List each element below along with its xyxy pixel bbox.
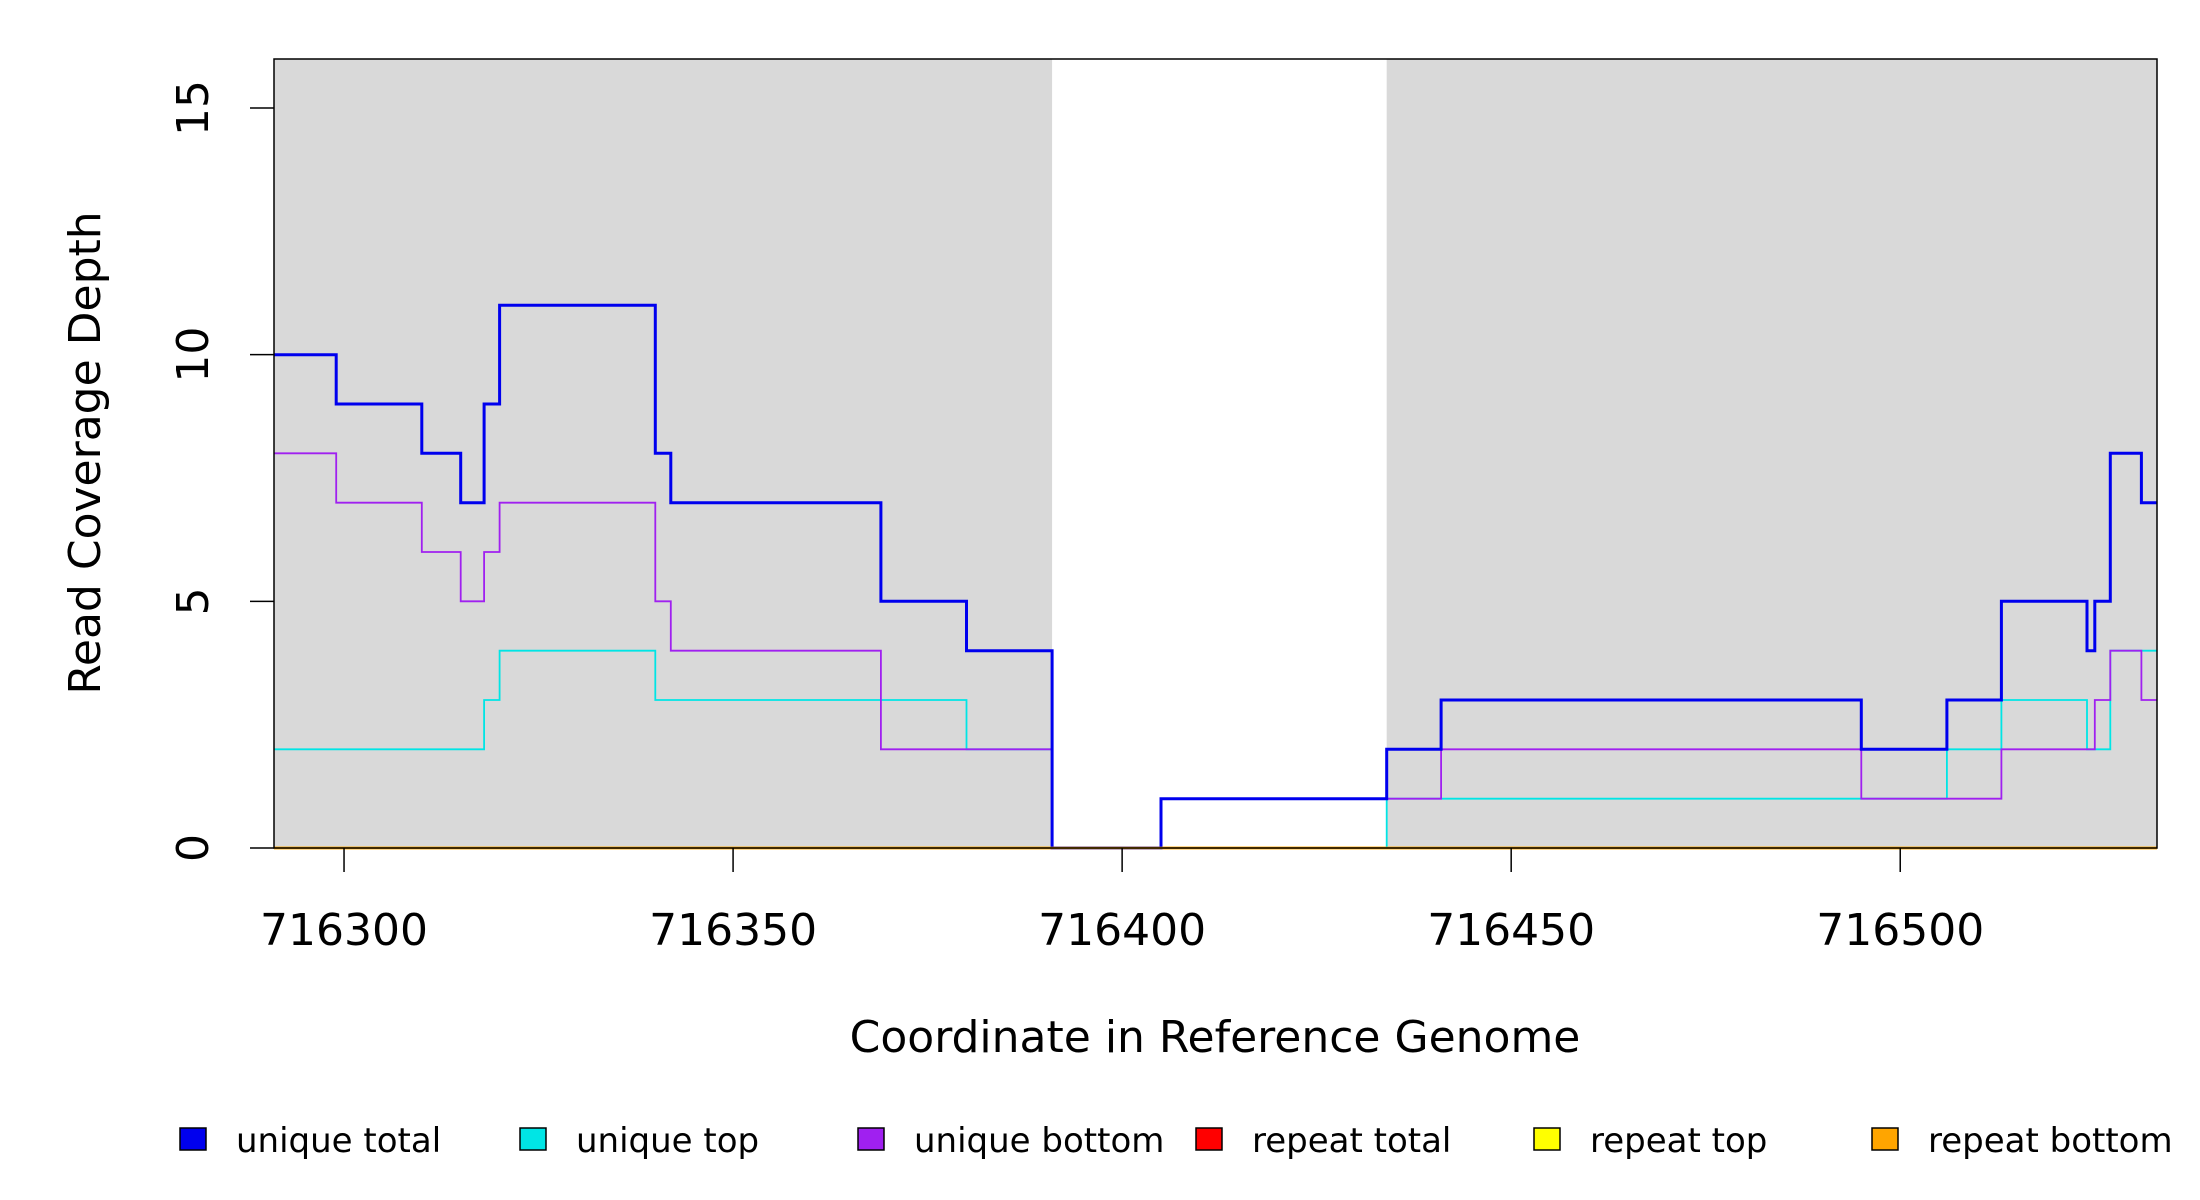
y-axis-title: Read Coverage Depth [60, 211, 111, 694]
legend: unique total unique top unique bottom repea… [179, 1121, 2173, 1161]
y-tick-label-15: 15 [168, 80, 219, 136]
y-tick-label-10: 10 [168, 327, 219, 383]
x-axis-title: Coordinate in Reference Genome [850, 1012, 1581, 1063]
legend-label-repeat-top: repeat top [1590, 1121, 1767, 1161]
legend-swatch-repeat-total [1195, 1127, 1223, 1151]
legend-label-repeat-total: repeat total [1252, 1121, 1451, 1161]
legend-swatch-repeat-top [1533, 1127, 1561, 1151]
x-tick-label-716500: 716500 [1816, 905, 1984, 956]
series-line-unique-bottom [274, 452, 2157, 849]
x-tick-label-716350: 716350 [649, 905, 817, 956]
x-tick-label-716450: 716450 [1427, 905, 1595, 956]
plot-frame [273, 58, 2158, 849]
x-axis: 716300 716350 716400 716450 716500 [260, 848, 1984, 956]
legend-label-unique-bottom: unique bottom [914, 1121, 1164, 1161]
shaded-regions [274, 59, 2157, 848]
legend-label-unique-total: unique total [236, 1121, 441, 1161]
y-tick-label-5: 5 [168, 587, 219, 615]
legend-swatch-unique-bottom [857, 1127, 885, 1151]
legend-label-unique-top: unique top [576, 1121, 759, 1161]
x-tick-label-716300: 716300 [260, 905, 428, 956]
y-axis: 0 5 10 15 [168, 80, 274, 862]
y-tick-label-0: 0 [168, 834, 219, 862]
legend-swatch-unique-top [519, 1127, 547, 1151]
legend-label-repeat-bottom: repeat bottom [1928, 1121, 2173, 1161]
shaded-region-2 [1386, 59, 2157, 848]
legend-swatch-repeat-bottom [1871, 1127, 1899, 1151]
x-tick-label-716400: 716400 [1038, 905, 1206, 956]
legend-swatch-unique-total [179, 1127, 207, 1151]
